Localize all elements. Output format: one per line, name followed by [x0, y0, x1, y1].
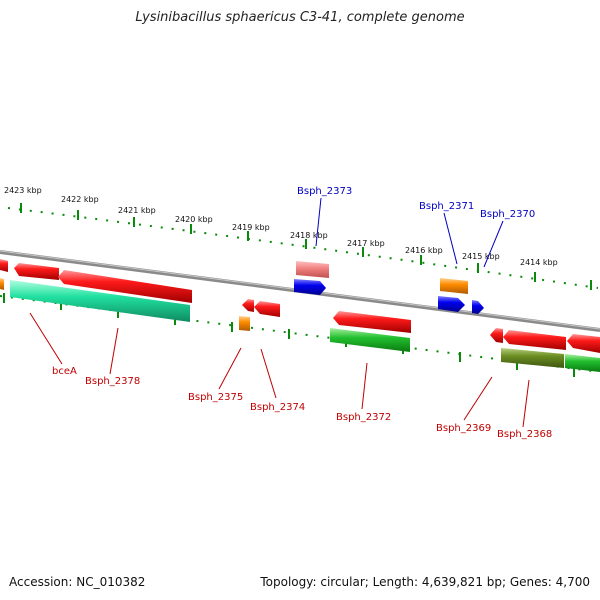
genome-summary-text: Topology: circular; Length: 4,639,821 bp… — [260, 575, 590, 589]
upper-tick-ruler — [7, 203, 599, 290]
gene-label-bsph-2372[interactable]: Bsph_2372 — [336, 412, 391, 423]
gene-arrow[interactable] — [242, 299, 254, 312]
gene-arrow[interactable] — [0, 278, 4, 290]
gene-arrow[interactable] — [501, 348, 564, 368]
gene-label-bsph-2368[interactable]: Bsph_2368 — [497, 429, 552, 440]
gene-arrow[interactable] — [254, 301, 280, 317]
gene-arrow[interactable] — [472, 300, 484, 314]
gene-arrow[interactable] — [10, 280, 190, 322]
forward-features — [0, 259, 484, 317]
gene-arrow[interactable] — [0, 259, 8, 272]
kbp-label: 2416 kbp — [405, 246, 443, 255]
kbp-labels: 2423 kbp 2422 kbp 2421 kbp 2420 kbp 2419… — [4, 186, 558, 267]
reverse-features — [10, 280, 600, 372]
gene-arrow[interactable] — [440, 278, 468, 294]
gene-label-bsph-2378[interactable]: Bsph_2378 — [85, 376, 140, 387]
gene-arrow[interactable] — [565, 354, 600, 372]
gene-label-bsph-2370[interactable]: Bsph_2370 — [480, 209, 535, 220]
gene-arrow[interactable] — [438, 296, 465, 312]
gene-arrow[interactable] — [567, 334, 600, 353]
gene-arrow[interactable] — [330, 328, 410, 352]
kbp-label: 2418 kbp — [290, 231, 328, 240]
callout-lines — [29, 197, 530, 428]
gene-label-bsph-2369[interactable]: Bsph_2369 — [436, 423, 491, 434]
gene-labels: Bsph_2373 Bsph_2371 Bsph_2370 bceA Bsph_… — [52, 186, 552, 440]
kbp-label: 2419 kbp — [232, 223, 270, 232]
gene-arrow[interactable] — [490, 328, 503, 343]
map-title: Lysinibacillus sphaericus C3-41, complet… — [135, 10, 465, 25]
kbp-label: 2423 kbp — [4, 186, 42, 195]
gene-label-bsph-2373[interactable]: Bsph_2373 — [297, 186, 352, 197]
gene-label-bsph-2375[interactable]: Bsph_2375 — [188, 392, 243, 403]
kbp-label: 2417 kbp — [347, 239, 385, 248]
gene-arrow[interactable] — [58, 270, 192, 303]
accession-text: Accession: NC_010382 — [9, 575, 146, 589]
kbp-label: 2422 kbp — [61, 195, 99, 204]
gene-arrow[interactable] — [14, 263, 59, 280]
gene-label-bsph-2374[interactable]: Bsph_2374 — [250, 402, 305, 413]
gene-arrow[interactable] — [239, 316, 250, 331]
gene-arrow[interactable] — [503, 330, 566, 350]
kbp-label: 2420 kbp — [175, 215, 213, 224]
gene-arrow[interactable] — [333, 311, 411, 333]
kbp-label: 2415 kbp — [462, 252, 500, 261]
gene-label-bsph-2371[interactable]: Bsph_2371 — [419, 201, 474, 212]
gene-arrow[interactable] — [296, 261, 329, 278]
gene-arrow[interactable] — [294, 279, 326, 295]
kbp-label: 2414 kbp — [520, 258, 558, 267]
gene-label-bcea[interactable]: bceA — [52, 366, 77, 377]
kbp-label: 2421 kbp — [118, 206, 156, 215]
